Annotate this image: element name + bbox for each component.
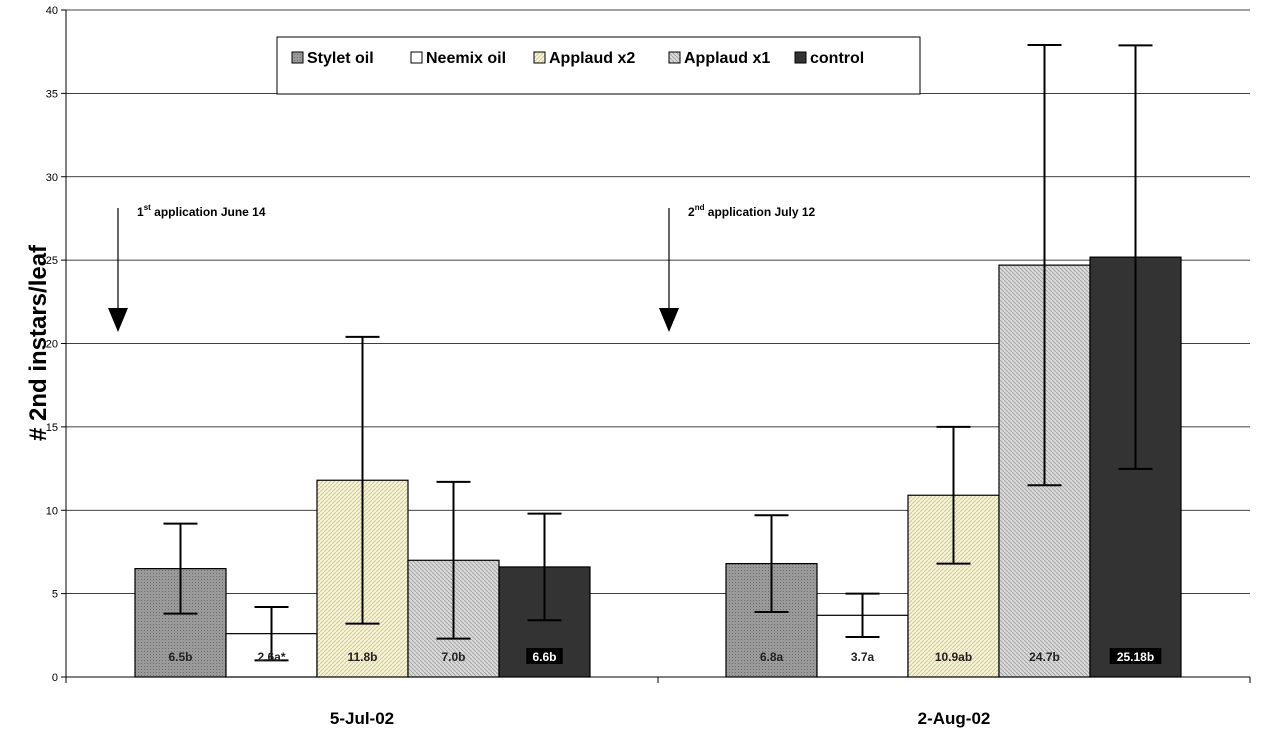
legend-swatch xyxy=(794,51,807,64)
bars xyxy=(134,256,1182,678)
data-label: 24.7b xyxy=(1029,650,1060,664)
data-label: 11.8b xyxy=(347,650,377,664)
y-tick-label: 25 xyxy=(46,255,58,267)
data-labels: 6.5b 2.6a* 11.8b 7.0b 6.6b 6.8a 3.7a 10.9ab 24.7… xyxy=(168,648,1162,664)
data-label: 3.7a xyxy=(851,650,875,664)
legend-swatch xyxy=(291,51,304,64)
legend-label: control xyxy=(810,50,864,67)
y-tick-label: 35 xyxy=(46,88,58,100)
y-tick-labels: 0 5 10 15 20 25 30 35 40 xyxy=(46,5,58,684)
annotation-text: 2nd application July 12 xyxy=(688,203,815,219)
axes xyxy=(65,10,1251,683)
y-tick-label: 15 xyxy=(46,422,58,434)
legend-label: Applaud x1 xyxy=(684,50,770,67)
legend-box xyxy=(276,36,921,95)
legend-label: Stylet oil xyxy=(307,50,374,67)
y-tick-label: 40 xyxy=(46,5,58,17)
y-tick-label: 0 xyxy=(52,672,58,684)
legend-swatch xyxy=(533,51,546,64)
error-bars xyxy=(163,44,1153,662)
y-tick-label: 5 xyxy=(52,589,58,601)
x-category-labels: 5-Jul-02 2-Aug-02 xyxy=(330,709,990,728)
y-tick-label: 30 xyxy=(46,172,58,184)
data-label: 6.5b xyxy=(168,650,192,664)
annotations: 1st application June 14 2nd application J… xyxy=(108,203,815,332)
data-label-bg xyxy=(526,648,563,664)
legend: Stylet oil Neemix oil Applaud x2 Applaud x1… xyxy=(276,36,921,95)
legend-swatch xyxy=(410,51,423,64)
annotation-text: 1st application June 14 xyxy=(137,203,266,219)
legend-label: Neemix oil xyxy=(426,50,506,67)
annotation-arrow-head xyxy=(108,308,128,332)
y-tick-label: 20 xyxy=(46,339,58,351)
data-label: 6.8a xyxy=(760,650,784,664)
data-label-bg xyxy=(1109,648,1162,664)
x-category-label: 5-Jul-02 xyxy=(330,709,394,728)
data-label: 6.6b xyxy=(532,650,556,664)
y-tick-label: 10 xyxy=(46,505,58,517)
data-label: 7.0b xyxy=(441,650,465,664)
legend-label: Applaud x2 xyxy=(549,50,635,67)
y-axis-label: # 2nd instars/leaf xyxy=(25,244,52,441)
data-label: 2.6a* xyxy=(257,650,285,664)
data-label: 25.18b xyxy=(1117,650,1154,664)
data-label: 10.9ab xyxy=(935,650,972,664)
annotation-arrow-head xyxy=(659,308,679,332)
legend-swatch xyxy=(668,51,681,64)
x-category-label: 2-Aug-02 xyxy=(918,709,991,728)
